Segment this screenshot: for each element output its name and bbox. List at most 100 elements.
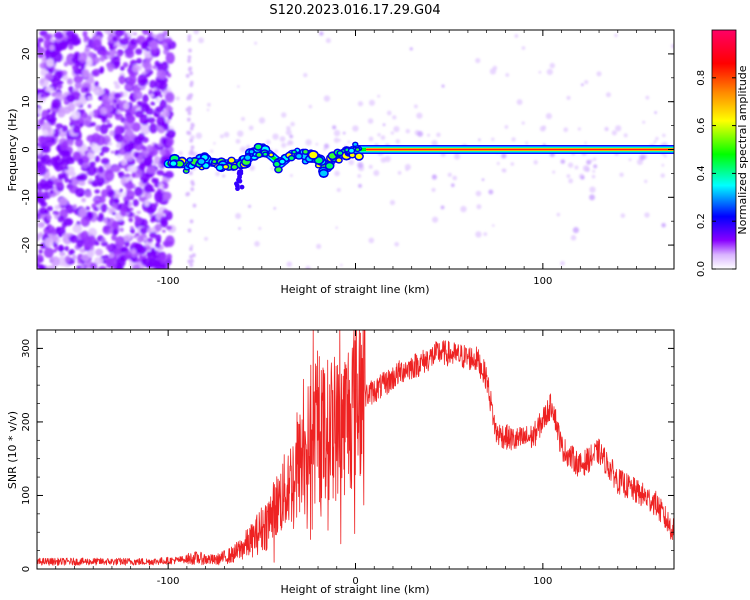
noise-blob	[72, 254, 77, 260]
noise-blob	[143, 120, 149, 125]
noise-blob	[61, 125, 68, 132]
noise-blob	[546, 68, 553, 76]
noise-blob	[132, 264, 140, 269]
noise-blob	[146, 48, 151, 52]
noise-blob	[65, 94, 76, 102]
noise-blob	[489, 68, 497, 75]
noise-blob	[84, 86, 89, 93]
noise-blob	[154, 79, 165, 90]
noise-blob	[104, 254, 110, 259]
noise-blob	[332, 125, 337, 130]
noise-blob	[131, 122, 142, 132]
noise-blob	[589, 194, 596, 201]
noise-blob	[237, 130, 244, 137]
noise-blob	[140, 122, 151, 135]
noise-blob	[129, 226, 134, 230]
colorbar-tick-label: 0.0	[696, 261, 707, 277]
noise-blob	[367, 118, 374, 124]
noise-blob	[117, 262, 122, 267]
noise-blob	[386, 110, 392, 116]
noise-blob	[119, 38, 129, 46]
noise-blob	[582, 165, 590, 172]
noise-blob	[132, 199, 139, 207]
noise-blob	[141, 145, 147, 151]
noise-blob	[124, 250, 132, 260]
noise-blob	[88, 111, 94, 117]
ridge-blob	[315, 157, 323, 164]
noise-blob	[120, 65, 125, 71]
noise-blob	[113, 99, 117, 104]
noise-blob	[40, 68, 48, 77]
noise-blob	[134, 110, 144, 118]
noise-blob	[94, 81, 99, 87]
noise-blob	[69, 234, 79, 244]
noise-blob	[132, 64, 140, 73]
noise-blob	[121, 159, 127, 166]
noise-blob	[368, 136, 374, 142]
noise-blob	[140, 78, 149, 85]
noise-blob	[380, 135, 386, 140]
noise-blob	[109, 130, 115, 137]
noise-blob	[144, 199, 150, 207]
noise-blob	[483, 232, 488, 236]
noise-blob	[71, 56, 79, 64]
noise-blob	[574, 165, 579, 170]
noise-blob	[74, 138, 84, 148]
noise-blob	[136, 210, 142, 215]
noise-blob	[41, 154, 51, 166]
ridge-blob	[235, 183, 240, 189]
noise-blob	[315, 142, 319, 146]
spectrogram-ytick-label: 10	[21, 95, 32, 108]
noise-blob	[187, 37, 191, 42]
noise-blob	[37, 135, 47, 144]
noise-blob	[57, 256, 67, 267]
ridge-blob	[349, 148, 354, 153]
noise-blob	[95, 241, 100, 246]
noise-blob	[223, 131, 230, 138]
noise-blob	[97, 114, 102, 119]
ridge-blob	[237, 178, 243, 184]
noise-blob	[78, 207, 88, 218]
noise-blob	[113, 197, 120, 204]
noise-blob	[55, 211, 60, 216]
noise-blob	[281, 112, 287, 118]
noise-blob	[87, 96, 93, 101]
noise-blob	[113, 92, 122, 99]
noise-blob	[187, 259, 192, 264]
noise-blob	[37, 254, 44, 264]
noise-blob	[78, 52, 88, 63]
noise-blob	[128, 207, 134, 211]
noise-blob	[95, 248, 104, 256]
ridge-blob	[263, 152, 267, 156]
noise-blob	[454, 153, 461, 160]
noise-blob	[128, 217, 133, 222]
noise-blob	[76, 265, 82, 269]
noise-blob	[133, 136, 143, 145]
noise-blob	[510, 162, 515, 166]
noise-blob	[644, 179, 648, 184]
snr-ticks: -100 0 100 0 100 200 300	[21, 329, 675, 587]
noise-blob	[46, 265, 56, 269]
noise-blob	[139, 162, 146, 171]
noise-blob	[119, 188, 123, 193]
noise-blob	[165, 119, 171, 124]
noise-blob	[481, 178, 485, 182]
ridge-blob	[274, 162, 280, 167]
colorbar-tick-label: 0.4	[696, 165, 707, 181]
noise-blob	[605, 92, 611, 98]
noise-blob	[162, 109, 170, 118]
spectrogram-noise	[37, 30, 674, 269]
noise-blob	[37, 146, 42, 155]
noise-blob	[165, 136, 174, 147]
noise-blob	[69, 171, 77, 177]
noise-blob	[100, 106, 107, 115]
ridge-blob	[303, 150, 308, 154]
noise-blob	[584, 141, 587, 145]
noise-blob	[127, 30, 134, 38]
noise-blob	[154, 190, 164, 203]
noise-blob	[333, 137, 340, 143]
noise-blob	[90, 179, 100, 187]
noise-blob	[272, 133, 279, 140]
noise-blob	[153, 90, 162, 96]
noise-blob	[143, 62, 153, 72]
